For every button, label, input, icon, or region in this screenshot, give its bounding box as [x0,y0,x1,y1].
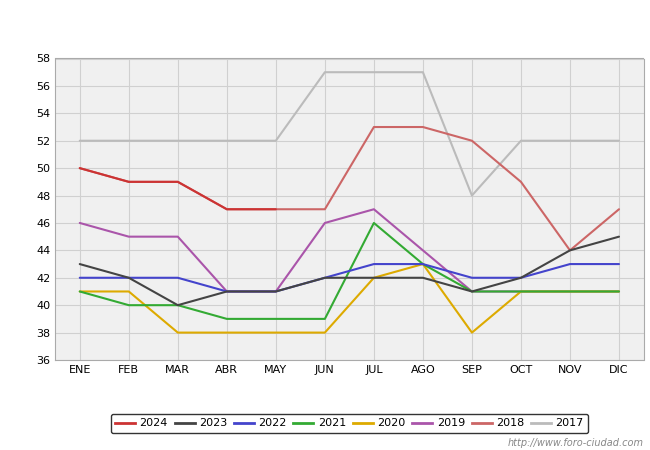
Text: http://www.foro-ciudad.com: http://www.foro-ciudad.com [508,438,644,448]
Legend: 2024, 2023, 2022, 2021, 2020, 2019, 2018, 2017: 2024, 2023, 2022, 2021, 2020, 2019, 2018… [111,414,588,433]
Text: Afiliados en Torregamones a 31/5/2024: Afiliados en Torregamones a 31/5/2024 [162,16,488,34]
